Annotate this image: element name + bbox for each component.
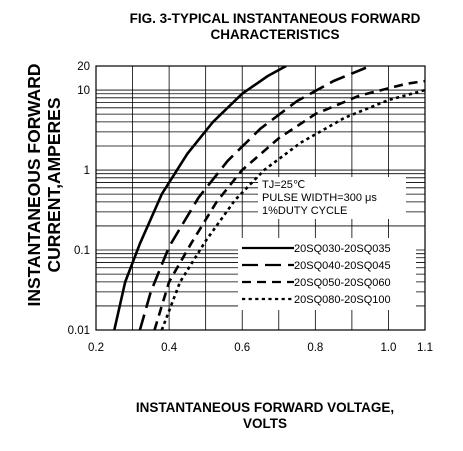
- x-tick-label: 1.1: [417, 342, 433, 354]
- y-axis-label-line-2: CURRENT,AMPERES: [44, 97, 64, 272]
- legend-box: [238, 238, 416, 310]
- y-tick-label: 20: [77, 61, 90, 73]
- y-axis-label-line-1: INSTANTANEOUS FORWARD: [24, 63, 44, 306]
- curves: [113, 66, 425, 330]
- chart-title-line-2: CHARACTERISTICS: [210, 27, 340, 42]
- y-tick-label: 0.1: [74, 245, 90, 257]
- y-tick-label: 0.01: [68, 325, 90, 337]
- annotation-line: PULSE WIDTH=300 μs: [262, 192, 377, 204]
- y-tick-label: 1: [84, 165, 90, 177]
- x-tick-label: 1.0: [380, 342, 396, 354]
- legend-label: 20SQ040-20SQ045: [294, 260, 391, 272]
- y-tick-label: 10: [77, 85, 90, 97]
- x-axis-label-line-2: VOLTS: [242, 416, 287, 431]
- y-axis-label: INSTANTANEOUS FORWARD CURRENT,AMPERES: [18, 50, 78, 320]
- x-tick-label: 0.2: [88, 342, 104, 354]
- legend-label: 20SQ050-20SQ060: [294, 277, 391, 289]
- chart-title: FIG. 3-TYPICAL INSTANTANEOUS FORWARD CHA…: [95, 11, 455, 43]
- annotation-box: [258, 177, 406, 219]
- series-line-2: [138, 66, 371, 330]
- legend-label: 20SQ080-20SQ100: [294, 294, 391, 306]
- series-line-4: [160, 88, 425, 330]
- series-line-1: [113, 66, 287, 330]
- x-tick-label: 0.4: [161, 342, 178, 354]
- x-axis-label: INSTANTANEOUS FORWARD VOLTAGE, VOLTS: [95, 400, 435, 432]
- x-tick-label: 0.6: [234, 342, 250, 354]
- plot-frame: [95, 65, 426, 331]
- legend-label: 20SQ030-20SQ035: [294, 243, 391, 255]
- chart-title-line-1: FIG. 3-TYPICAL INSTANTANEOUS FORWARD: [129, 11, 421, 26]
- x-tick-label: 0.8: [307, 342, 323, 354]
- x-axis-label-line-1: INSTANTANEOUS FORWARD VOLTAGE,: [135, 400, 395, 415]
- series-line-3: [153, 79, 425, 330]
- annotation-line: TJ=25℃: [262, 179, 305, 191]
- y-axis-label-svg: INSTANTANEOUS FORWARD CURRENT,AMPERES: [24, 63, 64, 306]
- annotation-line: 1%DUTY CYCLE: [262, 205, 347, 217]
